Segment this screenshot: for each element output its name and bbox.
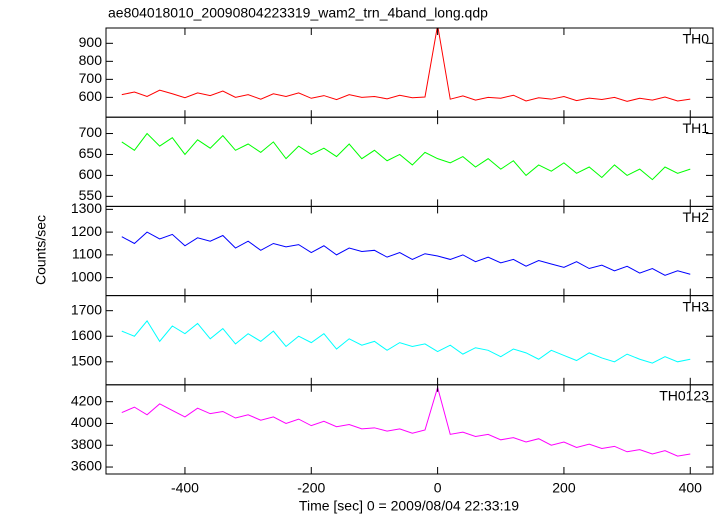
y-tick-label: 900 <box>79 34 103 50</box>
y-tick-label: 700 <box>79 124 103 140</box>
y-tick-label: 4200 <box>71 392 102 408</box>
y-tick-label: 1700 <box>71 301 102 317</box>
y-tick-label: 600 <box>79 166 103 182</box>
panel-label: TH0123 <box>659 388 709 404</box>
x-axis-label: Time [sec] 0 = 2009/08/04 22:33:19 <box>299 498 519 514</box>
chart-title: ae804018010_20090804223319_wam2_trn_4ban… <box>108 5 488 21</box>
x-tick-label: 200 <box>552 480 576 496</box>
x-tick-label: -400 <box>171 480 199 496</box>
panel-label: TH2 <box>683 209 710 225</box>
panel-label: TH0 <box>683 31 710 47</box>
y-tick-label: 1600 <box>71 327 102 343</box>
y-tick-label: 1500 <box>71 353 102 369</box>
panel-label: TH3 <box>683 298 710 314</box>
panel-frame <box>105 295 714 386</box>
panel-frame <box>105 384 714 475</box>
x-tick-label: 0 <box>434 480 442 496</box>
panel-frame <box>105 116 714 207</box>
y-tick-label: 1100 <box>72 246 102 262</box>
y-tick-label: 1200 <box>71 223 102 239</box>
y-tick-label: 600 <box>79 88 103 104</box>
data-line <box>121 320 691 364</box>
y-tick-label: 1300 <box>71 200 102 216</box>
x-tick-label: 400 <box>679 480 703 496</box>
y-tick-label: 550 <box>79 187 103 203</box>
data-line <box>121 28 691 102</box>
panel-frame <box>105 205 714 297</box>
data-line <box>121 231 691 276</box>
y-tick-label: 700 <box>79 70 103 86</box>
x-tick-label: -200 <box>297 480 325 496</box>
y-tick-label: 3800 <box>71 436 102 452</box>
data-line <box>121 132 691 181</box>
panel-label: TH1 <box>683 120 710 136</box>
panel-frame <box>105 27 714 118</box>
y-tick-label: 800 <box>79 52 103 68</box>
y-tick-label: 1000 <box>71 268 102 284</box>
data-line <box>121 385 691 457</box>
y-tick-label: 3600 <box>71 458 102 474</box>
y-tick-label: 650 <box>79 145 103 161</box>
y-tick-label: 4000 <box>71 414 102 430</box>
y-axis-label: Counts/sec <box>33 215 49 285</box>
